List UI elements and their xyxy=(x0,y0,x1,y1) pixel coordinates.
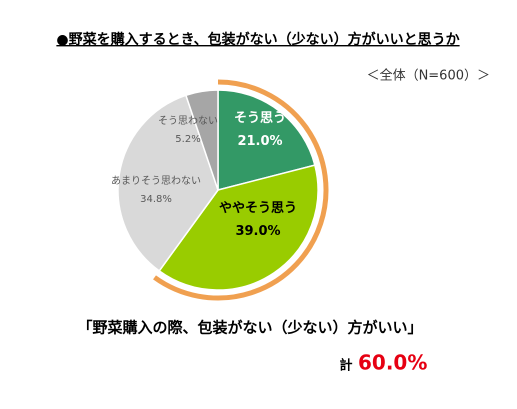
chart-subtitle: ＜全体（N=600）＞ xyxy=(367,68,490,84)
slice-label: あまりそう思わない xyxy=(111,175,201,187)
annotation: 「野菜購入の際、包装がない（少ない）方がいい」 xyxy=(77,319,422,337)
total-arc xyxy=(153,79,329,301)
total-value: 60.0% xyxy=(358,351,427,375)
slice-label: そう思う xyxy=(234,111,286,126)
pie-slice xyxy=(184,89,219,191)
slice-value: 21.0% xyxy=(237,134,282,149)
slice-value: 39.0% xyxy=(235,224,280,239)
slice-value: 5.2% xyxy=(175,134,200,145)
pie-slice xyxy=(158,164,319,291)
slice-value: 34.8% xyxy=(140,194,172,205)
pie-slice xyxy=(117,94,219,272)
slice-label: そう思わない xyxy=(158,115,218,127)
chart-title: ●野菜を購入するとき、包装がない（少ない）方がいいと思うか xyxy=(56,31,459,48)
pie-slice xyxy=(217,89,316,191)
slice-label: ややそう思う xyxy=(219,201,297,216)
total-label: 計 xyxy=(339,358,352,374)
